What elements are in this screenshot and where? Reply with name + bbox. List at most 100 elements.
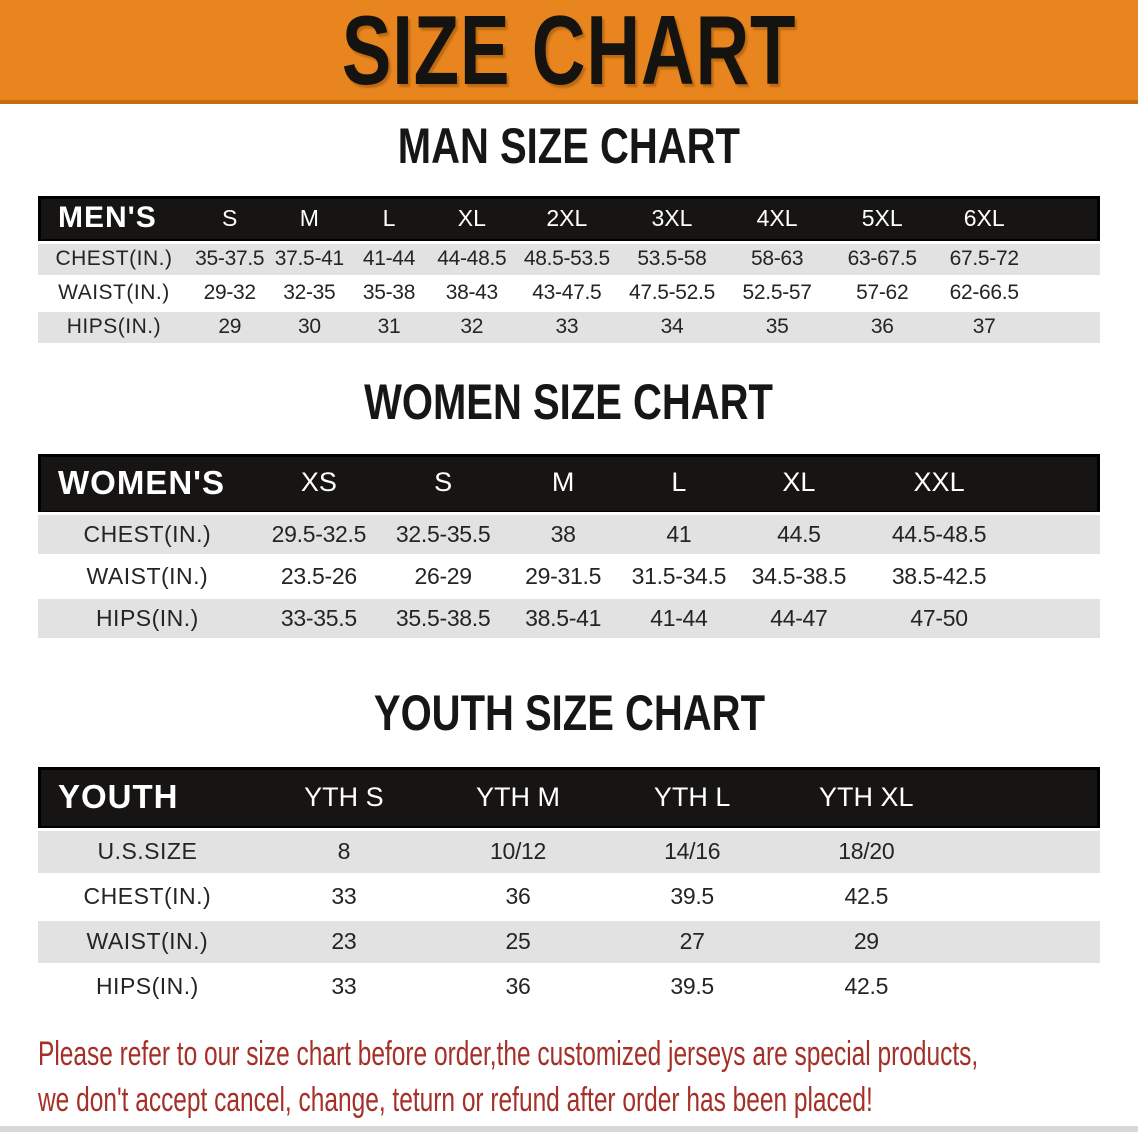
size-value-cell: 36 <box>430 874 606 921</box>
size-value-cell: 27 <box>605 919 780 966</box>
table-title: WOMEN'S <box>38 453 257 515</box>
youth-section-heading-text: YOUTH SIZE CHART <box>373 685 765 741</box>
size-value-cell: 33 <box>256 964 431 1011</box>
size-value-cell: 44-48.5 <box>428 242 515 278</box>
size-value-cell: 39.5 <box>605 874 780 921</box>
table-row: WAIST(IN.) 29-32 32-35 35-38 38-43 43-47.5 47.… <box>38 276 1100 312</box>
size-column-header: XS <box>256 453 382 515</box>
header-spacer-cell <box>953 767 1100 831</box>
row-spacer-cell <box>953 919 1100 966</box>
size-value-cell: 41-44 <box>621 597 737 641</box>
size-value-cell: 33 <box>256 874 431 921</box>
size-value-cell: 63-67.5 <box>829 242 936 278</box>
size-value-cell: 30 <box>269 310 350 346</box>
section-youth: YOUTH SIZE CHART YOUTH YTH S YTH M YTH L YTH… <box>0 685 1138 1011</box>
size-value-cell: 43-47.5 <box>514 276 619 312</box>
size-column-header: S <box>189 196 270 244</box>
size-column-header: YTH XL <box>779 767 954 831</box>
size-value-cell: 36 <box>430 964 606 1011</box>
size-column-header: 3XL <box>618 196 726 244</box>
row-label: HIPS(IN.) <box>38 310 190 346</box>
size-value-cell: 8 <box>256 829 431 876</box>
section-women: WOMEN SIZE CHART WOMEN'S XS S M L XL XXL CHEST(… <box>0 374 1138 641</box>
size-value-cell: 37.5-41 <box>269 242 350 278</box>
size-value-cell: 29 <box>189 310 270 346</box>
size-value-cell: 38-43 <box>428 276 515 312</box>
size-value-cell: 38 <box>505 513 622 557</box>
size-value-cell: 34.5-38.5 <box>736 555 862 599</box>
disclaimer-line1-text: Please refer to our size chart before or… <box>38 1034 979 1073</box>
size-value-cell: 23.5-26 <box>256 555 382 599</box>
header-spacer-cell <box>1017 453 1100 515</box>
size-value-cell: 18/20 <box>779 829 954 876</box>
row-label: CHEST(IN.) <box>38 513 257 557</box>
size-column-header: 4XL <box>725 196 830 244</box>
table-row: CHEST(IN.) 33 36 39.5 42.5 <box>38 874 1100 921</box>
size-value-cell: 42.5 <box>779 964 954 1011</box>
table-title: YOUTH <box>38 767 257 831</box>
size-column-header: 5XL <box>829 196 936 244</box>
size-value-cell: 35 <box>725 310 830 346</box>
size-column-header: XXL <box>861 453 1018 515</box>
size-value-cell: 47.5-52.5 <box>618 276 726 312</box>
table-row: HIPS(IN.) 29 30 31 32 33 34 35 36 37 <box>38 310 1100 346</box>
size-value-cell: 29-32 <box>189 276 270 312</box>
table-row: HIPS(IN.) 33 36 39.5 42.5 <box>38 964 1100 1011</box>
women-section-heading-text: WOMEN SIZE CHART <box>364 373 774 430</box>
header-spacer-cell <box>1033 196 1100 244</box>
size-value-cell: 32.5-35.5 <box>381 513 506 557</box>
size-value-cell: 26-29 <box>381 555 506 599</box>
size-value-cell: 38.5-41 <box>505 597 622 641</box>
row-label: WAIST(IN.) <box>38 919 257 966</box>
disclaimer-line: Please refer to our size chart before or… <box>38 1031 1138 1077</box>
size-value-cell: 67.5-72 <box>935 242 1034 278</box>
disclaimer: Please refer to our size chart before or… <box>0 1031 1138 1123</box>
row-label: WAIST(IN.) <box>38 555 257 599</box>
size-value-cell: 29.5-32.5 <box>256 513 382 557</box>
table-title: MEN'S <box>38 196 190 244</box>
men-section-heading: MAN SIZE CHART <box>0 118 1138 174</box>
size-value-cell: 48.5-53.5 <box>514 242 619 278</box>
row-spacer-cell <box>1033 242 1100 278</box>
row-spacer-cell <box>1017 597 1100 641</box>
men-section-heading-text: MAN SIZE CHART <box>397 118 741 174</box>
row-spacer-cell <box>953 874 1100 921</box>
table-row: WAIST(IN.) 23.5-26 26-29 29-31.5 31.5-34.5 34… <box>38 555 1100 599</box>
size-column-header: 2XL <box>514 196 619 244</box>
women-size-table: WOMEN'S XS S M L XL XXL CHEST(IN.) 29.5-32.5 32.5… <box>38 453 1100 641</box>
size-column-header: S <box>381 453 506 515</box>
size-value-cell: 31.5-34.5 <box>621 555 737 599</box>
youth-size-table: YOUTH YTH S YTH M YTH L YTH XL U.S.SIZE 8 10/12… <box>38 767 1100 1011</box>
size-value-cell: 41-44 <box>349 242 429 278</box>
men-size-table: MEN'S S M L XL 2XL 3XL 4XL 5XL 6XL CHEST(IN.) 35-37… <box>38 196 1100 346</box>
row-label: CHEST(IN.) <box>38 242 190 278</box>
women-section-heading: WOMEN SIZE CHART <box>0 374 1138 430</box>
size-value-cell: 52.5-57 <box>725 276 830 312</box>
row-spacer-cell <box>953 964 1100 1011</box>
size-value-cell: 37 <box>935 310 1034 346</box>
row-label: HIPS(IN.) <box>38 964 257 1011</box>
size-value-cell: 33 <box>514 310 619 346</box>
row-label: U.S.SIZE <box>38 829 257 876</box>
size-value-cell: 34 <box>618 310 726 346</box>
disclaimer-line: we don't accept cancel, change, teturn o… <box>38 1077 1138 1123</box>
size-column-header: YTH M <box>430 767 606 831</box>
size-value-cell: 32-35 <box>269 276 350 312</box>
banner-title: SIZE CHART <box>341 0 797 104</box>
size-column-header: M <box>505 453 622 515</box>
size-value-cell: 57-62 <box>829 276 936 312</box>
table-header-row: MEN'S S M L XL 2XL 3XL 4XL 5XL 6XL <box>38 196 1100 244</box>
table-row: WAIST(IN.) 23 25 27 29 <box>38 919 1100 966</box>
row-label: WAIST(IN.) <box>38 276 190 312</box>
table-header-row: YOUTH YTH S YTH M YTH L YTH XL <box>38 767 1100 831</box>
size-column-header: 6XL <box>935 196 1034 244</box>
size-value-cell: 35-38 <box>349 276 429 312</box>
table-row: U.S.SIZE 8 10/12 14/16 18/20 <box>38 829 1100 876</box>
size-column-header: YTH S <box>256 767 431 831</box>
size-value-cell: 42.5 <box>779 874 954 921</box>
table-row: CHEST(IN.) 35-37.5 37.5-41 41-44 44-48.5 48.5… <box>38 242 1100 278</box>
row-label: CHEST(IN.) <box>38 874 257 921</box>
row-spacer-cell <box>1017 513 1100 557</box>
size-column-header: XL <box>428 196 515 244</box>
